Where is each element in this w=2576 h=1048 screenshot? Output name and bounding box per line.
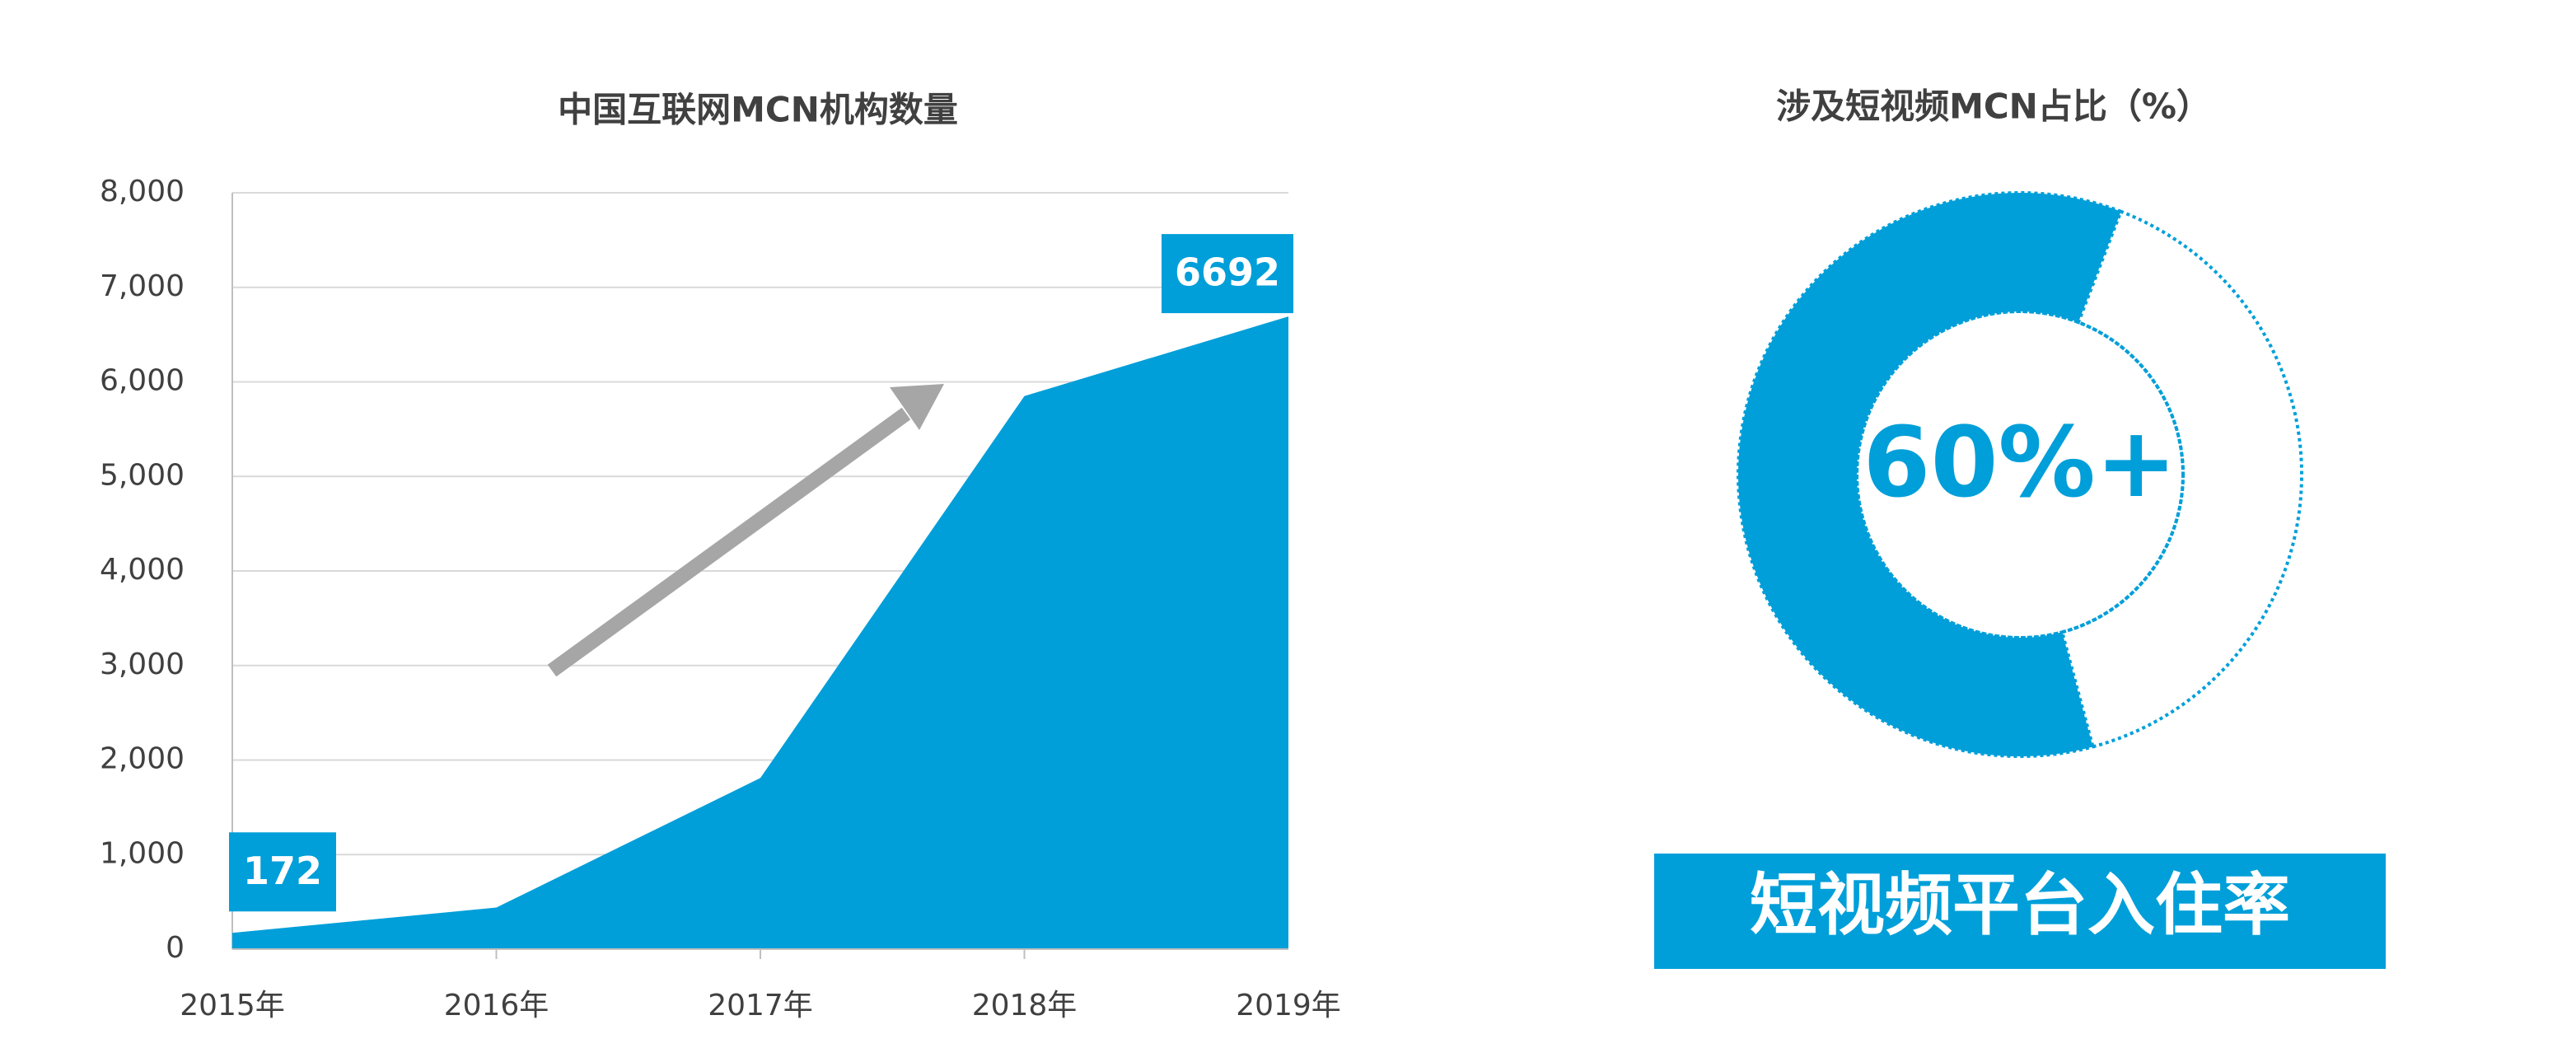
y-tick-label: 8,000 (100, 175, 185, 208)
x-tick-label: 2017年 (708, 989, 813, 1022)
y-tick-label: 4,000 (100, 553, 185, 587)
y-tick-label: 2,000 (100, 742, 185, 776)
donut-title: 涉及短视频MCN占比（%） (1776, 87, 2211, 127)
value-label-box (229, 832, 336, 912)
center-label: 60%+ (1863, 405, 2176, 519)
y-tick-label: 6,000 (100, 364, 185, 398)
area-title: 中国互联网MCN机构数量 (558, 90, 958, 130)
caption: 短视频平台入住率 (1750, 866, 2290, 944)
trend-arrow-head (890, 384, 944, 430)
donut-inner-edge (1855, 310, 2185, 639)
y-tick-label: 0 (166, 931, 185, 965)
trend-arrow (547, 407, 911, 677)
caption-banner (1654, 854, 2386, 969)
y-tick-label: 1,000 (100, 836, 185, 870)
x-tick-label: 2019年 (1236, 989, 1341, 1022)
y-tick-label: 3,000 (100, 648, 185, 681)
area (232, 316, 1288, 949)
x-tick-label: 2018年 (972, 989, 1078, 1022)
y-tick-label: 7,000 (100, 269, 185, 303)
value-label-box (1162, 234, 1293, 314)
x-tick-label: 2016年 (444, 989, 549, 1022)
value-label: 6692 (1175, 250, 1280, 295)
y-tick-label: 5,000 (100, 458, 185, 492)
x-tick-label: 2015年 (180, 989, 285, 1022)
donut-slice (1737, 191, 2124, 758)
value-label: 172 (243, 849, 322, 893)
